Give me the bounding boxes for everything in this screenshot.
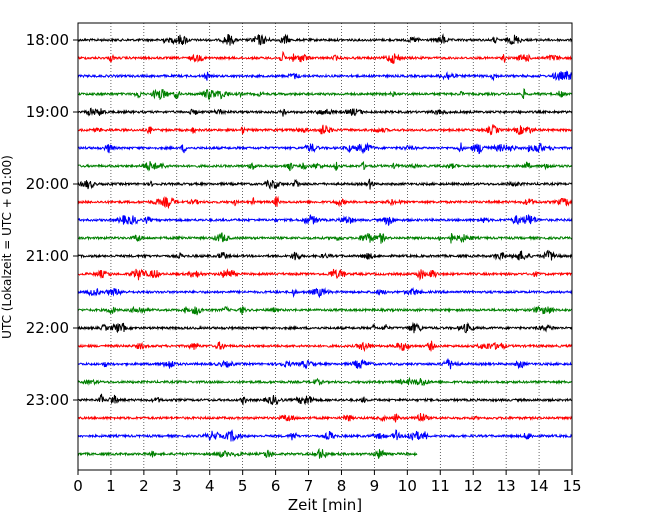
trace-2015	[77, 195, 573, 210]
plot-frame	[77, 22, 573, 471]
trace-2045	[77, 232, 573, 244]
trace-2215	[77, 340, 573, 353]
trace-2315	[77, 412, 573, 423]
trace-2030	[77, 214, 573, 226]
x-tick-label: 12	[464, 477, 483, 495]
x-tick-label: 11	[431, 477, 450, 495]
trace-1930	[77, 142, 573, 155]
y-axis-label: UTC (Lokalzeit = UTC + 01:00)	[0, 155, 14, 339]
trace-1945	[77, 160, 573, 172]
trace-2115	[77, 268, 573, 281]
trace-2130	[77, 287, 573, 299]
x-tick-label: 1	[106, 477, 116, 495]
x-tick-label: 9	[370, 477, 380, 495]
x-tick-label: 14	[530, 477, 549, 495]
seismic-traces	[77, 33, 573, 459]
trace-2000	[77, 178, 573, 191]
trace-2230	[77, 358, 573, 370]
x-tick-label: 8	[337, 477, 347, 495]
trace-1900	[77, 107, 573, 117]
x-tick-label: 5	[238, 477, 248, 495]
y-tick-label: 23:00	[26, 391, 69, 409]
trace-1815	[77, 50, 573, 64]
trace-1915	[77, 124, 573, 136]
trace-2100	[77, 249, 573, 261]
x-tick-label: 7	[304, 477, 314, 495]
x-tick-label: 3	[172, 477, 182, 495]
y-axis-ticks: 18:00 19:00 20:00 21:00 22:00 23:00	[26, 31, 78, 409]
y-tick-label: 22:00	[26, 319, 69, 337]
x-tick-label: 10	[398, 477, 417, 495]
y-tick-label: 19:00	[26, 103, 69, 121]
trace-2200	[77, 321, 573, 334]
trace-1830	[77, 70, 573, 82]
trace-2245	[77, 376, 573, 387]
trace-2345	[77, 447, 418, 459]
x-axis-label: Zeit [min]	[288, 496, 362, 514]
trace-1845	[77, 88, 573, 102]
x-tick-label: 6	[271, 477, 281, 495]
x-tick-label: 2	[139, 477, 149, 495]
grid-lines	[110, 23, 540, 470]
y-tick-label: 21:00	[26, 247, 69, 265]
x-tick-label: 13	[497, 477, 516, 495]
trace-1800	[77, 33, 573, 46]
x-axis-ticks: 0 1 2 3 4 5 6 7 8 9 10 11 12 13 14 15	[73, 470, 582, 495]
trace-2300	[77, 393, 573, 406]
y-tick-label: 18:00	[26, 31, 69, 49]
y-tick-label: 20:00	[26, 175, 69, 193]
x-tick-label: 4	[205, 477, 215, 495]
x-tick-label: 15	[562, 477, 581, 495]
trace-2330	[77, 429, 573, 442]
x-tick-label: 0	[73, 477, 83, 495]
trace-2145	[77, 305, 573, 316]
